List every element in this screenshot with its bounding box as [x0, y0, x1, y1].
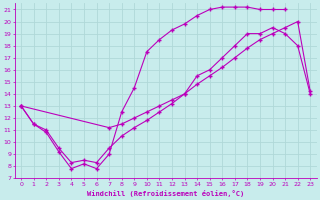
X-axis label: Windchill (Refroidissement éolien,°C): Windchill (Refroidissement éolien,°C) — [87, 190, 244, 197]
